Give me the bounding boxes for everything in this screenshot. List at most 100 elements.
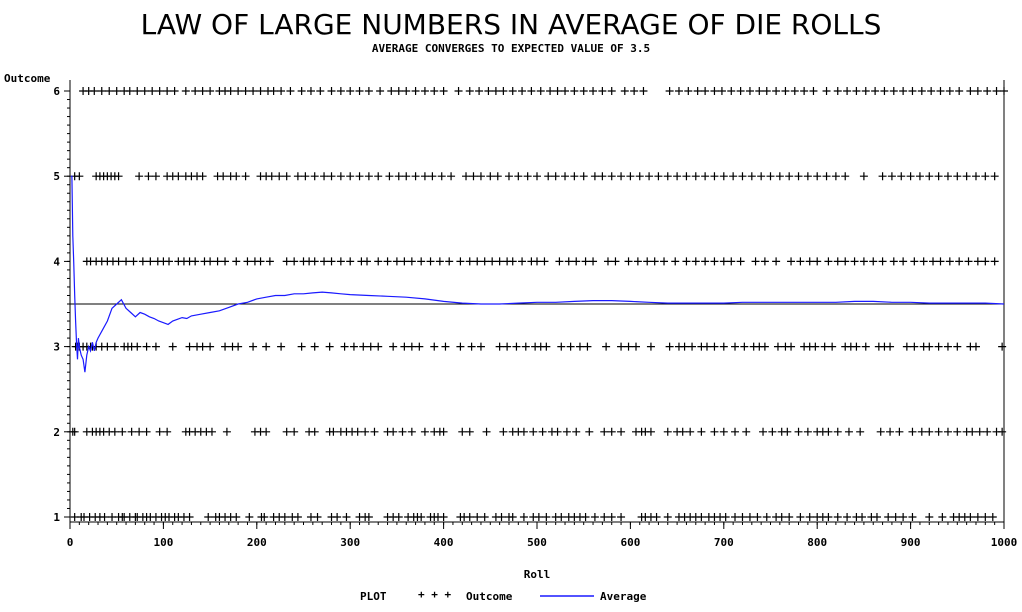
outcome-point: [280, 513, 289, 521]
outcome-point: [777, 513, 786, 521]
outcome-point: [925, 342, 934, 351]
outcome-point: [561, 172, 570, 181]
outcome-point: [133, 87, 142, 95]
outcome-point: [249, 87, 258, 95]
outcome-point: [925, 172, 934, 181]
outcome-point: [710, 427, 719, 436]
outcome-point: [899, 87, 908, 95]
outcome-point: [811, 342, 820, 351]
outcome-point: [611, 257, 620, 266]
outcome-point: [336, 257, 345, 266]
outcome-point: [316, 87, 325, 95]
outcome-point: [536, 87, 545, 95]
outcome-point: [346, 172, 355, 181]
outcome-point: [936, 87, 945, 95]
outcome-point: [852, 342, 861, 351]
outcome-point: [398, 427, 407, 436]
outcome-point: [973, 513, 982, 521]
outcome-point: [342, 513, 351, 521]
outcome-point: [206, 87, 215, 95]
outcome-point: [617, 342, 626, 351]
outcome-point: [635, 172, 644, 181]
outcome-point: [221, 257, 230, 266]
outcome-point: [988, 513, 997, 521]
outcome-point: [760, 342, 769, 351]
outcome-point: [602, 342, 611, 351]
outcome-point: [654, 172, 663, 181]
outcome-point: [392, 257, 401, 266]
outcome-point: [822, 87, 831, 95]
outcome-point: [617, 427, 626, 436]
outcome-point: [557, 342, 566, 351]
outcome-point: [891, 513, 900, 521]
outcome-point: [529, 427, 538, 436]
outcome-point: [245, 513, 254, 521]
outcome-point: [910, 342, 919, 351]
outcome-point: [617, 172, 626, 181]
outcome-point: [327, 172, 336, 181]
outcome-point: [981, 257, 990, 266]
outcome-point: [140, 87, 149, 95]
outcome-point: [579, 172, 588, 181]
outcome-point: [738, 513, 747, 521]
outcome-point: [241, 172, 250, 181]
outcome-point: [359, 342, 368, 351]
y-tick-label: 3: [53, 341, 60, 354]
outcome-point: [400, 342, 409, 351]
outcome-series: [68, 87, 1008, 521]
outcome-point: [973, 257, 982, 266]
outcome-point: [374, 172, 383, 181]
outcome-point: [953, 172, 962, 181]
outcome-point: [910, 257, 919, 266]
outcome-point: [465, 513, 474, 521]
outcome-point: [693, 87, 702, 95]
outcome-point: [527, 87, 536, 95]
outcome-point: [943, 172, 952, 181]
outcome-point: [850, 257, 859, 266]
outcome-point: [809, 87, 818, 95]
outcome-point: [787, 342, 796, 351]
outcome-point: [572, 427, 581, 436]
outcome-point: [747, 172, 756, 181]
outcome-point: [376, 87, 385, 95]
outcome-point: [168, 342, 177, 351]
outcome-point: [320, 172, 329, 181]
outcome-point: [762, 513, 771, 521]
outcome-point: [828, 342, 837, 351]
outcome-point: [207, 427, 216, 436]
outcome-point: [290, 257, 299, 266]
outcome-point: [374, 342, 383, 351]
outcome-point: [465, 87, 474, 95]
outcome-point: [624, 257, 633, 266]
outcome-point: [820, 342, 829, 351]
outcome-point: [374, 257, 383, 266]
outcome-point: [480, 513, 489, 521]
outcome-point: [757, 172, 766, 181]
outcome-point: [872, 513, 881, 521]
outcome-point: [674, 87, 683, 95]
outcome-point: [366, 342, 375, 351]
outcome-point: [346, 257, 355, 266]
outcome-point: [590, 172, 599, 181]
outcome-point: [929, 257, 938, 266]
outcome-point: [878, 257, 887, 266]
outcome-point: [475, 87, 484, 95]
outcome-point: [542, 513, 551, 521]
outcome-point: [402, 87, 411, 95]
outcome-point: [232, 172, 241, 181]
outcome-point: [688, 342, 697, 351]
outcome-point: [833, 87, 842, 95]
outcome-point: [701, 172, 710, 181]
outcome-point: [990, 257, 999, 266]
outcome-point: [886, 342, 895, 351]
outcome-point: [575, 342, 584, 351]
outcome-point: [971, 342, 980, 351]
outcome-point: [943, 427, 952, 436]
outcome-point: [493, 172, 502, 181]
outcome-point: [310, 342, 319, 351]
outcome-point: [411, 87, 420, 95]
outcome-point: [755, 87, 764, 95]
outcome-point: [256, 87, 265, 95]
outcome-point: [583, 342, 592, 351]
